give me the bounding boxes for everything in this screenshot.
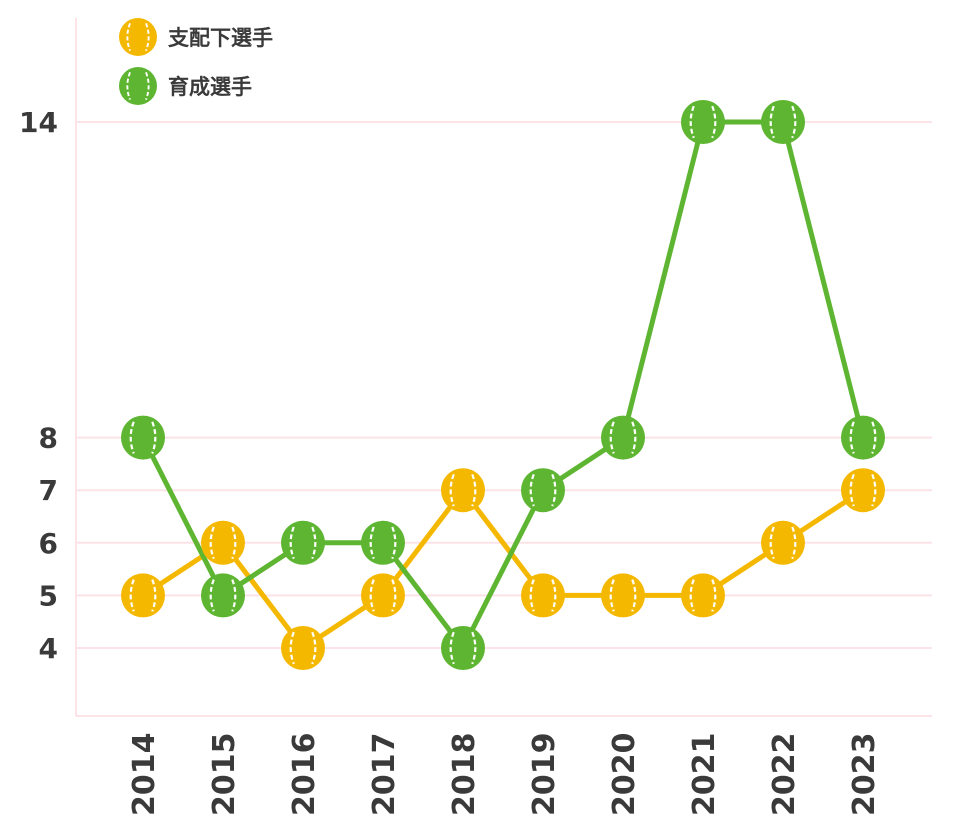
x-tick-label: 2014 bbox=[127, 733, 162, 817]
y-tick-label: 4 bbox=[39, 632, 58, 665]
x-tick-label: 2020 bbox=[607, 733, 642, 817]
x-tick-label: 2021 bbox=[687, 733, 722, 817]
data-point-baseball-icon bbox=[681, 100, 725, 144]
data-point-baseball-icon bbox=[761, 520, 805, 565]
data-point-baseball-icon bbox=[441, 468, 485, 513]
x-tick-label: 2023 bbox=[847, 733, 882, 817]
data-point-baseball-icon bbox=[521, 468, 565, 513]
y-tick-label: 5 bbox=[39, 579, 58, 612]
legend-item: 支配下選手 bbox=[119, 18, 273, 56]
data-point-baseball-icon bbox=[841, 468, 885, 513]
data-point-baseball-icon bbox=[361, 573, 405, 618]
data-point-baseball-icon bbox=[361, 520, 405, 565]
y-tick-label: 6 bbox=[39, 527, 58, 560]
x-tick-label: 2015 bbox=[207, 733, 242, 817]
data-point-baseball-icon bbox=[281, 520, 325, 565]
y-tick-label: 8 bbox=[39, 422, 58, 455]
x-tick-label: 2016 bbox=[287, 733, 322, 817]
data-point-baseball-icon bbox=[841, 415, 885, 460]
y-tick-labels: 4 5 6 7 8 14 bbox=[19, 106, 58, 665]
data-point-baseball-icon bbox=[601, 573, 645, 618]
data-point-baseball-icon bbox=[121, 573, 165, 618]
data-point-baseball-icon bbox=[521, 573, 565, 618]
data-point-baseball-icon bbox=[601, 415, 645, 460]
data-point-baseball-icon bbox=[761, 100, 805, 144]
series-line-1 bbox=[140, 119, 866, 651]
data-point-baseball-icon bbox=[121, 415, 165, 460]
legend-item: 育成選手 bbox=[119, 67, 252, 105]
x-tick-label: 2017 bbox=[367, 733, 402, 817]
x-tick-labels: 2014 2015 2016 2017 2018 2019 2020 2021 2022 2023 bbox=[127, 733, 882, 817]
legend-baseball-icon bbox=[119, 67, 157, 105]
data-point-baseball-icon bbox=[681, 573, 725, 618]
x-tick-label: 2019 bbox=[527, 733, 562, 817]
x-tick-label: 2018 bbox=[447, 733, 482, 817]
series-line-0 bbox=[141, 487, 865, 651]
x-tick-label: 2022 bbox=[767, 733, 802, 817]
data-point-baseball-icon bbox=[201, 573, 245, 618]
data-point-baseball-icon bbox=[281, 626, 325, 670]
y-tick-label: 14 bbox=[19, 106, 58, 139]
data-point-baseball-icon bbox=[201, 520, 245, 565]
legend-baseball-icon bbox=[119, 18, 157, 56]
y-tick-label: 7 bbox=[39, 474, 58, 507]
data-point-baseball-icon bbox=[441, 626, 485, 670]
legend-label: 支配下選手 bbox=[168, 26, 273, 50]
legend-label: 育成選手 bbox=[168, 75, 252, 99]
axes bbox=[75, 18, 932, 717]
series-lines bbox=[140, 119, 866, 651]
series-markers bbox=[121, 100, 885, 670]
